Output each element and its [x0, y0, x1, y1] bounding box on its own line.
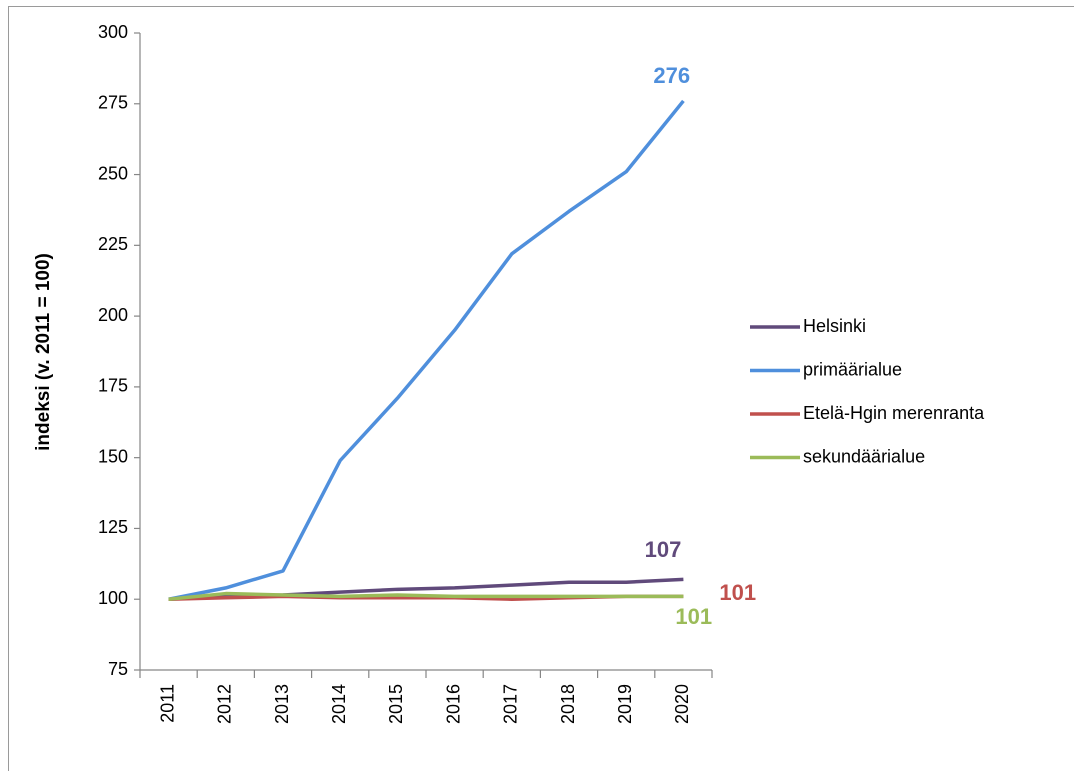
legend-label: Etelä-Hgin merenranta	[803, 403, 985, 423]
x-tick-label: 2017	[501, 684, 521, 724]
line	[168, 99, 685, 601]
data-label: 101	[719, 580, 756, 605]
y-tick-label: 225	[98, 234, 128, 254]
x-tick-label: 2016	[443, 684, 463, 724]
y-tick-label: 250	[98, 163, 128, 183]
x-tick-label: 2014	[329, 684, 349, 724]
x-tick-label: 2013	[272, 684, 292, 724]
data-label: 276	[653, 63, 690, 88]
y-tick-label: 100	[98, 588, 128, 608]
y-tick-label: 175	[98, 376, 128, 396]
legend-label: Helsinki	[803, 316, 866, 336]
x-tick-label: 2011	[157, 684, 177, 723]
data-label: 101	[675, 604, 712, 629]
data-label: 107	[645, 537, 682, 562]
x-tick-label: 2019	[615, 684, 635, 724]
y-tick-label: 75	[108, 659, 128, 679]
legend-label: primäärialue	[803, 359, 902, 379]
y-tick-label: 300	[98, 22, 128, 42]
y-axis-title: indeksi (v. 2011 = 100)	[33, 253, 54, 451]
frame	[8, 6, 1074, 771]
legend-label: sekundäärialue	[803, 446, 925, 466]
x-tick-label: 2012	[215, 684, 235, 724]
y-tick-label: 275	[98, 93, 128, 113]
y-tick-label: 150	[98, 446, 128, 466]
x-tick-label: 2018	[558, 684, 578, 724]
x-tick-label: 2020	[672, 684, 692, 724]
y-tick-label: 200	[98, 305, 128, 325]
x-tick-label: 2015	[386, 684, 406, 724]
line	[168, 591, 684, 601]
y-tick-label: 125	[98, 517, 128, 537]
